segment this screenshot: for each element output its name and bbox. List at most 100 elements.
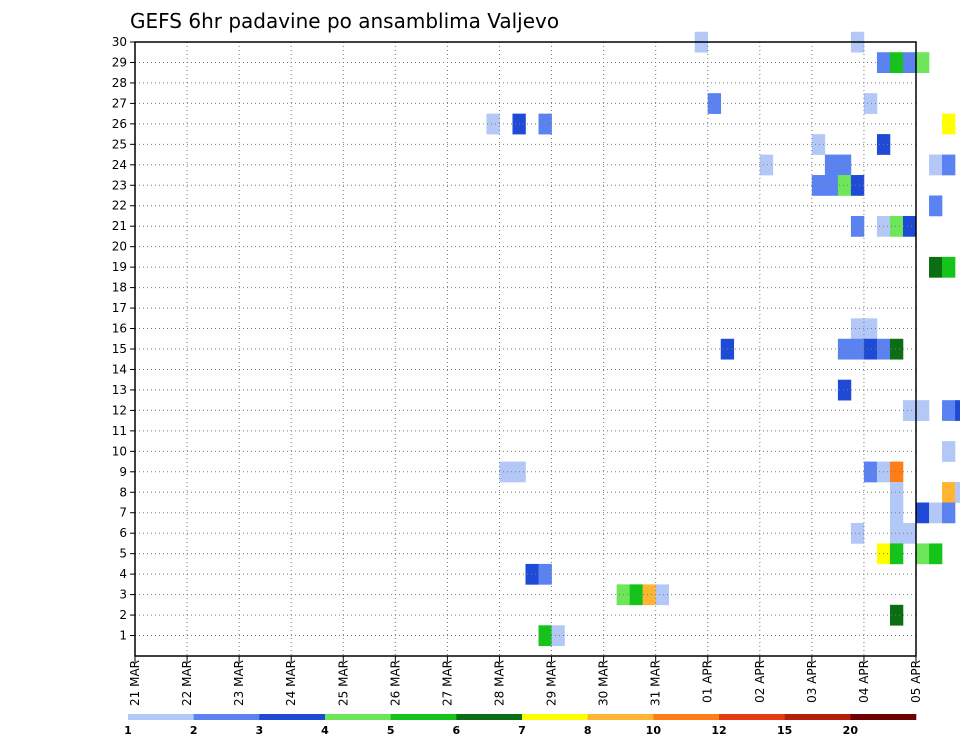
y-tick-label: 4 [119,567,127,581]
colorbar-segment [719,714,785,720]
y-tick-label: 8 [119,485,127,499]
heatmap-cell [499,461,513,483]
heatmap-cell [902,215,917,237]
y-tick-label: 11 [112,424,127,438]
y-tick-label: 12 [112,403,127,417]
heatmap-cell [929,154,943,176]
x-tick-label: 25 MAR [336,660,350,706]
heatmap-cell [889,215,904,237]
heatmap-cell [916,543,930,565]
y-tick-label: 15 [112,342,127,356]
heatmap-cell [955,400,960,421]
heatmap-cell [902,52,917,73]
colorbar-segment [522,714,588,720]
heatmap-cell [889,338,904,360]
heatmap-cell [916,52,930,73]
heatmap-cell [942,400,956,421]
colorbar-label: 6 [453,724,461,737]
heatmap-cell [942,502,956,524]
heatmap-cell [850,318,865,340]
heatmap-cell [942,482,956,503]
x-tick-label: 23 MAR [232,660,246,706]
x-tick-label: 03 APR [805,660,819,703]
heatmap-cell [850,175,865,196]
heatmap-cell [929,502,943,524]
y-tick-label: 14 [112,362,127,376]
heatmap-cell [629,584,643,606]
heatmap-cell [837,154,852,176]
y-tick-label: 2 [119,608,127,622]
heatmap-cell [929,195,943,217]
x-tick-label: 02 APR [753,660,767,703]
y-tick-label: 30 [112,35,127,49]
y-tick-label: 22 [112,199,127,213]
y-tick-label: 18 [112,281,127,295]
x-tick-label: 24 MAR [284,660,298,706]
colorbar-label: 5 [387,724,395,737]
heatmap-cell [929,256,943,278]
y-tick-label: 16 [112,322,127,336]
chart-title: GEFS 6hr padavine po ansamblima Valjevo [130,9,559,33]
heatmap-cell [929,543,943,565]
y-tick-label: 23 [112,178,127,192]
heatmap-cell [863,338,878,360]
colorbar-label: 15 [777,724,792,737]
heatmap-cell [642,584,656,606]
x-tick-label: 04 APR [857,660,871,703]
heatmap-cell [850,338,865,360]
heatmap-cell [863,461,878,483]
heatmap-cell [850,215,865,237]
y-tick-label: 29 [112,55,127,69]
colorbar-segment [390,714,457,720]
y-tick-label: 19 [112,260,127,274]
heatmap-cell [955,482,960,503]
colorbar-segment [784,714,851,720]
colorbar-label: 7 [518,724,526,737]
heatmap-cell [707,93,722,114]
y-tick-label: 13 [112,383,127,397]
y-tick-label: 27 [112,96,127,110]
colorbar-segment [653,714,720,720]
y-tick-label: 5 [119,547,127,561]
colorbar-segment [259,714,326,720]
x-tick-label: 26 MAR [388,660,402,706]
x-tick-label: 01 APR [701,660,715,703]
y-tick-label: 17 [112,301,127,315]
x-tick-label: 30 MAR [597,660,611,706]
y-tick-label: 20 [112,240,127,254]
x-tick-label: 21 MAR [128,660,142,706]
colorbar-label: 20 [843,724,859,737]
heatmap-cell [837,379,852,401]
heatmap-cell [850,522,865,544]
colorbar-label: 12 [711,724,726,737]
heatmap-cell [942,154,956,176]
heatmap-cell [889,482,904,503]
heatmap-cell [889,604,904,626]
heatmap-cell [902,522,917,544]
y-axis-ticks: 1234567891011121314151617181920212223242… [112,35,135,643]
y-tick-label: 3 [119,588,127,602]
heatmap-cell [889,522,904,544]
heatmap-cell [538,113,552,135]
x-axis-ticks: 21 MAR 22 MAR 23 MAR 24 MAR 25 MAR 26 MAR 27 M… [128,656,923,706]
x-tick-label: 29 MAR [545,660,559,706]
y-tick-label: 10 [112,444,127,458]
colorbar-label: 10 [646,724,662,737]
heatmap-cell [551,625,565,647]
heatmap-cell [655,584,669,606]
heatmap-cell [759,154,774,176]
y-tick-label: 6 [119,526,127,540]
heatmap-cell [837,175,852,196]
colorbar-label: 1 [124,724,132,737]
heatmap-cell [863,318,878,340]
colorbar-segment [325,714,391,720]
colorbar-label: 4 [321,724,329,737]
heatmap-cell [811,175,826,196]
colorbar-segment [193,714,260,720]
heatmap-cell [811,134,826,155]
heatmap-cell [889,543,904,565]
y-tick-label: 25 [112,137,127,151]
heatmap-cell [889,502,904,524]
colorbar-label: 2 [190,724,198,737]
